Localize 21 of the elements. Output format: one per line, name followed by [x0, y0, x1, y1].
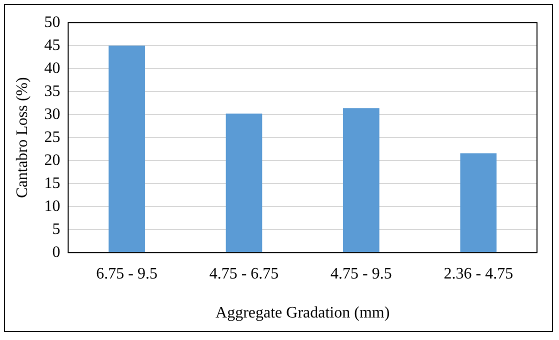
- y-tick-label: 20: [44, 152, 60, 169]
- x-tick-label: 2.36 - 4.75: [444, 265, 514, 282]
- y-tick-label: 0: [52, 244, 60, 261]
- y-tick-label: 35: [44, 82, 60, 100]
- bar: [343, 108, 380, 252]
- bar: [108, 46, 145, 252]
- x-axis-title: Aggregate Gradation (mm): [216, 304, 390, 322]
- y-tick-label: 25: [44, 128, 60, 146]
- y-axis-title: Cantabro Loss (%): [14, 77, 31, 198]
- y-tick-label: 5: [52, 220, 60, 238]
- y-tick-label: 50: [44, 14, 60, 31]
- y-tick-label: 15: [44, 174, 60, 192]
- x-tick-label: 4.75 - 9.5: [330, 265, 392, 282]
- x-tick-label: 4.75 - 6.75: [209, 265, 279, 282]
- x-tick-label: 6.75 - 9.5: [96, 265, 158, 282]
- y-tick-label: 30: [44, 106, 60, 123]
- y-tick-label: 10: [44, 198, 60, 215]
- y-tick-label: 40: [44, 60, 60, 77]
- y-tick-label: 45: [44, 36, 60, 54]
- bar: [460, 153, 497, 252]
- bar: [226, 114, 262, 252]
